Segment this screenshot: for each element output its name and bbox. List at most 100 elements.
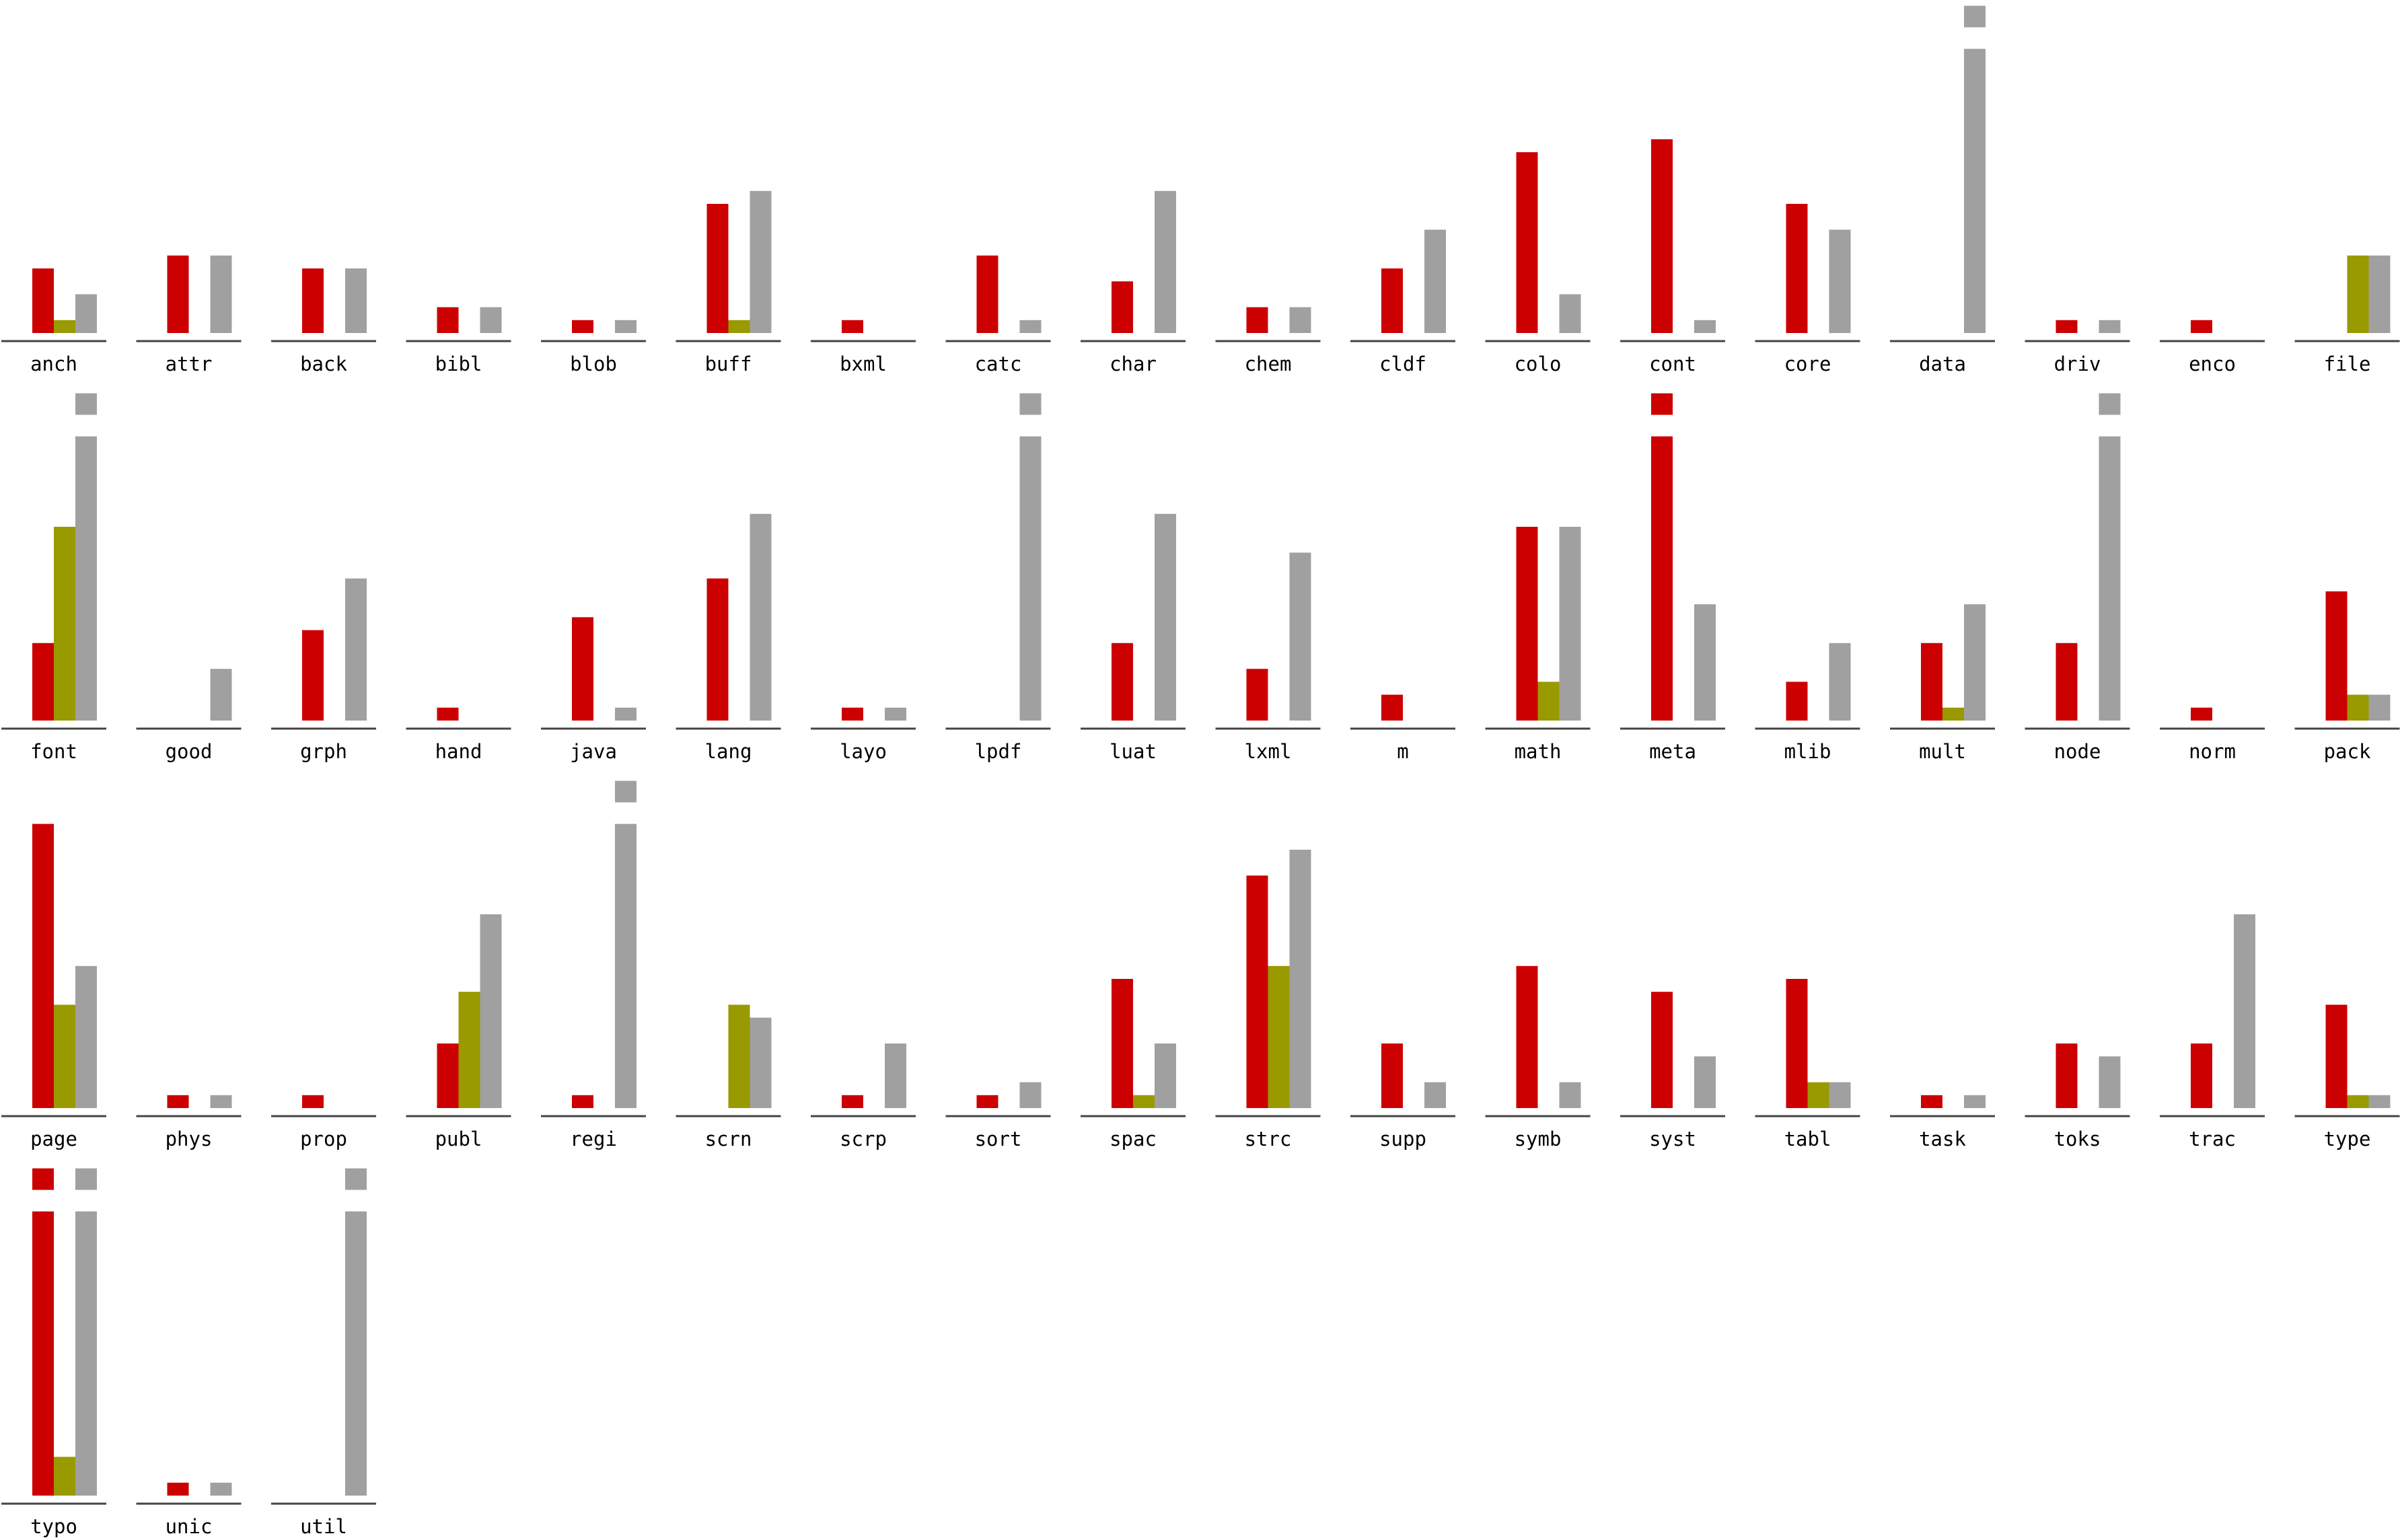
bar-typo-a xyxy=(32,1211,54,1496)
panel-driv: driv xyxy=(2025,320,2130,375)
bar-chem-c xyxy=(1289,307,1311,333)
panel-toks: toks xyxy=(2025,1043,2130,1150)
bar-colo-a xyxy=(1516,152,1538,333)
tick-label-pack: pack xyxy=(2324,740,2371,763)
tick-label-colo: colo xyxy=(1515,353,1562,375)
bar-pack-c xyxy=(2368,694,2391,721)
bar-core-c xyxy=(1829,229,1851,333)
tick-label-bxml: bxml xyxy=(840,353,887,375)
bar-bxml-a xyxy=(842,320,863,333)
bar-back-c xyxy=(345,268,367,333)
panel-scrn: scrn xyxy=(676,1004,781,1150)
bar-catc-c xyxy=(1019,320,1042,333)
bar-trac-c xyxy=(2234,914,2255,1108)
bar-lang-a xyxy=(706,578,729,721)
tick-label-catc: catc xyxy=(975,353,1022,375)
bar-catc-a xyxy=(976,255,998,333)
bar-anch-a xyxy=(32,268,54,333)
bar-syst-a xyxy=(1651,992,1673,1108)
panel-back: back xyxy=(271,268,376,375)
bar-page-b xyxy=(54,1004,75,1108)
bar-math-a xyxy=(1516,527,1538,721)
panel-java: java xyxy=(541,617,646,763)
bar-buff-b xyxy=(728,320,750,333)
bar-symb-a xyxy=(1516,965,1538,1108)
bar-lang-c xyxy=(750,513,772,721)
panel-symb: symb xyxy=(1485,965,1591,1150)
panel-bibl: bibl xyxy=(406,307,511,375)
bar-driv-c xyxy=(2099,320,2121,333)
tick-label-toks: toks xyxy=(2054,1128,2101,1150)
bar-enco-a xyxy=(2191,320,2212,333)
overflow-cap-font-c xyxy=(75,393,97,415)
tick-label-good: good xyxy=(166,740,213,763)
panel-lpdf: lpdf xyxy=(945,393,1051,763)
panel-good: good xyxy=(136,669,242,763)
panel-enco: enco xyxy=(2160,320,2265,375)
tick-label-cont: cont xyxy=(1649,353,1696,375)
panel-chem: chem xyxy=(1215,307,1321,375)
bar-scrp-a xyxy=(842,1095,863,1108)
bar-sort-a xyxy=(976,1095,998,1108)
bar-colo-c xyxy=(1559,294,1581,333)
bar-bibl-a xyxy=(437,307,459,333)
tick-label-supp: supp xyxy=(1379,1128,1426,1150)
overflow-cap-regi-c xyxy=(615,780,637,803)
bar-char-a xyxy=(1112,281,1133,333)
bar-regi-c xyxy=(615,823,637,1108)
tick-label-prop: prop xyxy=(300,1128,347,1150)
bar-phys-c xyxy=(210,1095,232,1108)
panel-scrp: scrp xyxy=(811,1043,916,1150)
panel-hand: hand xyxy=(406,707,511,763)
bar-tabl-b xyxy=(1807,1082,1829,1108)
overflow-cap-typo-c xyxy=(75,1168,97,1190)
panel-char: char xyxy=(1081,190,1186,375)
bar-type-c xyxy=(2368,1095,2391,1108)
tick-label-trac: trac xyxy=(2189,1128,2236,1150)
bar-luat-a xyxy=(1112,643,1133,721)
bar-spac-a xyxy=(1112,979,1133,1108)
panel-catc: catc xyxy=(945,255,1051,375)
tick-label-m: m xyxy=(1397,740,1408,763)
bar-anch-c xyxy=(75,294,97,333)
panel-cont: cont xyxy=(1620,139,1725,375)
bar-hand-a xyxy=(437,707,459,721)
tick-label-chem: chem xyxy=(1245,353,1292,375)
panel-grph: grph xyxy=(271,578,376,763)
panel-layo: layo xyxy=(811,707,916,763)
bar-supp-c xyxy=(1424,1082,1446,1108)
panel-prop: prop xyxy=(271,1095,376,1150)
panel-type: type xyxy=(2294,1004,2400,1150)
bar-pack-b xyxy=(2347,694,2369,721)
tick-label-blob: blob xyxy=(570,353,617,375)
bar-publ-b xyxy=(458,992,480,1108)
bar-cldf-c xyxy=(1424,229,1446,333)
bar-core-a xyxy=(1786,204,1808,333)
bar-file-b xyxy=(2347,255,2369,333)
panel-lxml: lxml xyxy=(1215,552,1321,763)
tick-label-char: char xyxy=(1110,353,1157,375)
tick-label-util: util xyxy=(300,1515,347,1538)
tick-label-attr: attr xyxy=(166,353,213,375)
bar-node-c xyxy=(2099,436,2121,721)
panel-unic: unic xyxy=(136,1482,242,1538)
bar-sort-c xyxy=(1019,1082,1042,1108)
panel-trac: trac xyxy=(2160,914,2265,1150)
tick-label-data: data xyxy=(1919,353,1966,375)
overflow-cap-lpdf-c xyxy=(1019,393,1042,415)
tick-label-lpdf: lpdf xyxy=(975,740,1022,763)
bar-page-c xyxy=(75,965,97,1108)
tick-label-page: page xyxy=(30,1128,77,1150)
tick-label-luat: luat xyxy=(1110,740,1157,763)
tick-label-spac: spac xyxy=(1110,1128,1157,1150)
bar-mult-b xyxy=(1942,707,1964,721)
bar-supp-a xyxy=(1381,1043,1403,1108)
panel-typo: typo xyxy=(1,1168,106,1538)
bar-lxml-c xyxy=(1289,552,1311,721)
overflow-cap-node-c xyxy=(2099,393,2121,415)
bar-regi-a xyxy=(572,1095,593,1108)
bar-font-a xyxy=(32,643,54,721)
bar-scrn-c xyxy=(750,1017,772,1108)
bar-syst-c xyxy=(1694,1056,1716,1108)
panel-syst: syst xyxy=(1620,992,1725,1150)
